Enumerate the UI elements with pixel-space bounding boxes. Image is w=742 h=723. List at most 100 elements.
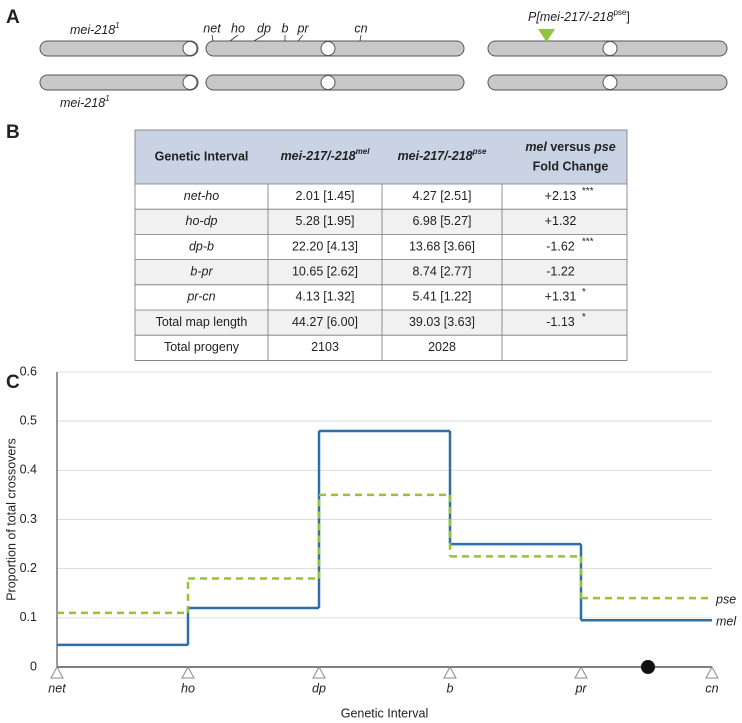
y-tick-label: 0 <box>30 659 37 673</box>
significance: *** <box>582 237 595 248</box>
table-cell: +1.31 <box>545 290 577 304</box>
header-cell: mel versus pse <box>525 140 615 154</box>
gene-tick <box>211 34 214 42</box>
y-tick-label: 0.6 <box>20 364 37 378</box>
significance: * <box>582 312 587 323</box>
table-cell: 22.20 [4.13] <box>292 239 358 253</box>
y-tick-label: 0.4 <box>20 463 37 477</box>
table-cell: 4.13 [1.32] <box>295 290 354 304</box>
insertion-marker <box>538 29 555 42</box>
text-part: pse <box>593 140 616 154</box>
x-tick-label: b <box>447 681 454 695</box>
interval-marker <box>50 665 64 679</box>
centromere <box>602 41 618 56</box>
x-tick-label: ho <box>181 681 195 695</box>
text-part: mel <box>525 140 547 154</box>
x-tick-label: dp <box>312 681 326 695</box>
gene-label: net <box>203 21 221 35</box>
text-part: pse <box>472 147 487 156</box>
table-cell: 39.03 [3.63] <box>409 315 475 329</box>
x-tick-label: pr <box>574 681 587 695</box>
text-part: P[ <box>528 10 541 24</box>
centromere <box>182 41 198 56</box>
centromere <box>602 75 618 90</box>
table-cell: pr-cn <box>186 290 215 304</box>
table-cell: net-ho <box>184 189 219 203</box>
gene-tick <box>229 34 239 42</box>
y-tick-label: 0.5 <box>20 413 37 427</box>
table-cell: 2.01 [1.45] <box>295 189 354 203</box>
table-cell: 5.28 [1.95] <box>295 214 354 228</box>
y-tick-label: 0.1 <box>20 610 37 624</box>
table-cell: 13.68 [3.66] <box>409 239 475 253</box>
table-cell: ho-dp <box>186 214 218 228</box>
x-tick-label: cn <box>705 681 718 695</box>
table-cell: b-pr <box>190 264 213 278</box>
panel-label: C <box>6 372 20 393</box>
text-part: mei-217/-218 <box>398 149 473 163</box>
text-part: 1 <box>115 21 119 30</box>
header-cell: Fold Change <box>533 159 609 173</box>
table-cell: +2.13 <box>545 189 577 203</box>
text-part: versus <box>547 140 594 154</box>
transgene-label: P[mei-217/-218pse] <box>528 8 630 24</box>
table-cell: Total map length <box>156 315 248 329</box>
interval-marker <box>312 665 326 679</box>
y-tick-label: 0.3 <box>20 512 37 526</box>
header-cell: Genetic Interval <box>155 149 249 163</box>
table-cell: 5.41 [1.22] <box>412 290 471 304</box>
interval-marker <box>705 665 719 679</box>
table-cell: 4.27 [2.51] <box>412 189 471 203</box>
gene-tick <box>359 34 362 42</box>
y-axis-label: Proportion of total crossovers <box>4 438 18 601</box>
gene-tick <box>297 34 304 42</box>
gene-label: ho <box>231 21 245 35</box>
table-cell: 2028 <box>428 340 456 354</box>
row-bg <box>135 259 627 285</box>
table-cell: -1.62 <box>546 239 575 253</box>
x-tick-label: net <box>48 681 66 695</box>
series-label: mel <box>716 615 737 629</box>
table-cell: 6.98 [5.27] <box>412 214 471 228</box>
centromere <box>641 660 655 674</box>
y-tick-label: 0.2 <box>20 561 37 575</box>
gene-label: dp <box>257 21 271 35</box>
table-cell: 44.27 [6.00] <box>292 315 358 329</box>
centromere <box>320 41 336 56</box>
row-bg <box>135 209 627 235</box>
centromere <box>182 75 198 90</box>
table-cell: -1.22 <box>546 264 575 278</box>
significance: * <box>582 287 587 298</box>
gene-label: pr <box>296 21 309 35</box>
table-cell: Total progeny <box>164 340 240 354</box>
header-cell: mei-217/-218pse <box>398 147 487 163</box>
panel-label: A <box>6 7 20 28</box>
row-bg <box>135 310 627 336</box>
table-border <box>134 129 628 361</box>
gene-tick <box>253 34 265 42</box>
chromosome <box>39 40 199 57</box>
series-label: pse <box>715 592 736 606</box>
gene-label: b <box>282 21 289 35</box>
text-part: pse <box>613 8 626 17</box>
table-cell: 10.65 [2.62] <box>292 264 358 278</box>
text-part: ] <box>626 10 629 24</box>
table-cell: 8.74 [2.77] <box>412 264 471 278</box>
text-part: mei-217/-218 <box>540 10 614 24</box>
table-header-bg <box>135 130 627 184</box>
interval-marker <box>574 665 588 679</box>
text-part: mei-218 <box>60 96 105 110</box>
table-cell: dp-b <box>189 239 214 253</box>
centromere <box>320 75 336 90</box>
text-part: mei-217/-218 <box>281 149 356 163</box>
allele-label: mei-2181 <box>60 94 110 110</box>
header-cell: mei-217/-218mel <box>281 147 371 163</box>
table-cell: +1.32 <box>545 214 577 228</box>
text-part: mel <box>356 147 371 156</box>
text-part: mei-218 <box>70 23 115 37</box>
allele-label: mei-2181 <box>70 21 120 37</box>
interval-marker <box>443 665 457 679</box>
x-axis-label: Genetic Interval <box>341 706 429 720</box>
panel-label: B <box>6 122 20 143</box>
